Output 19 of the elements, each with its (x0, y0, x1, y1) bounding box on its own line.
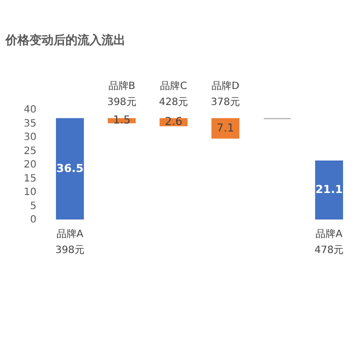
y-tick-label: 10 (24, 187, 36, 198)
x-tick-label: 品牌B 398元 (107, 80, 136, 108)
y-tick-label: 20 (24, 160, 36, 170)
y-tick-label: 0 (30, 214, 36, 226)
data-label: 21.1 (316, 182, 343, 196)
chart-title: 价格变动后的流入流出 (4, 33, 126, 47)
y-tick-label: 15 (24, 173, 36, 184)
x-tick-label: 品牌C 428元 (159, 80, 188, 108)
y-tick-label: 30 (24, 132, 36, 143)
x-tick-label: 品牌A 398元 (55, 228, 84, 256)
y-tick-label: 40 (24, 104, 36, 116)
x-tick-label: 品牌D 378元 (210, 80, 240, 108)
data-label: 7.1 (216, 121, 234, 134)
data-label: 2.6 (164, 115, 182, 128)
x-tick-label: 品牌A 478元 (314, 228, 344, 256)
data-label: 36.5 (56, 162, 84, 175)
y-tick-label: 5 (30, 200, 36, 212)
y-tick-label: 25 (24, 146, 36, 157)
y-tick-label: 35 (24, 118, 36, 130)
